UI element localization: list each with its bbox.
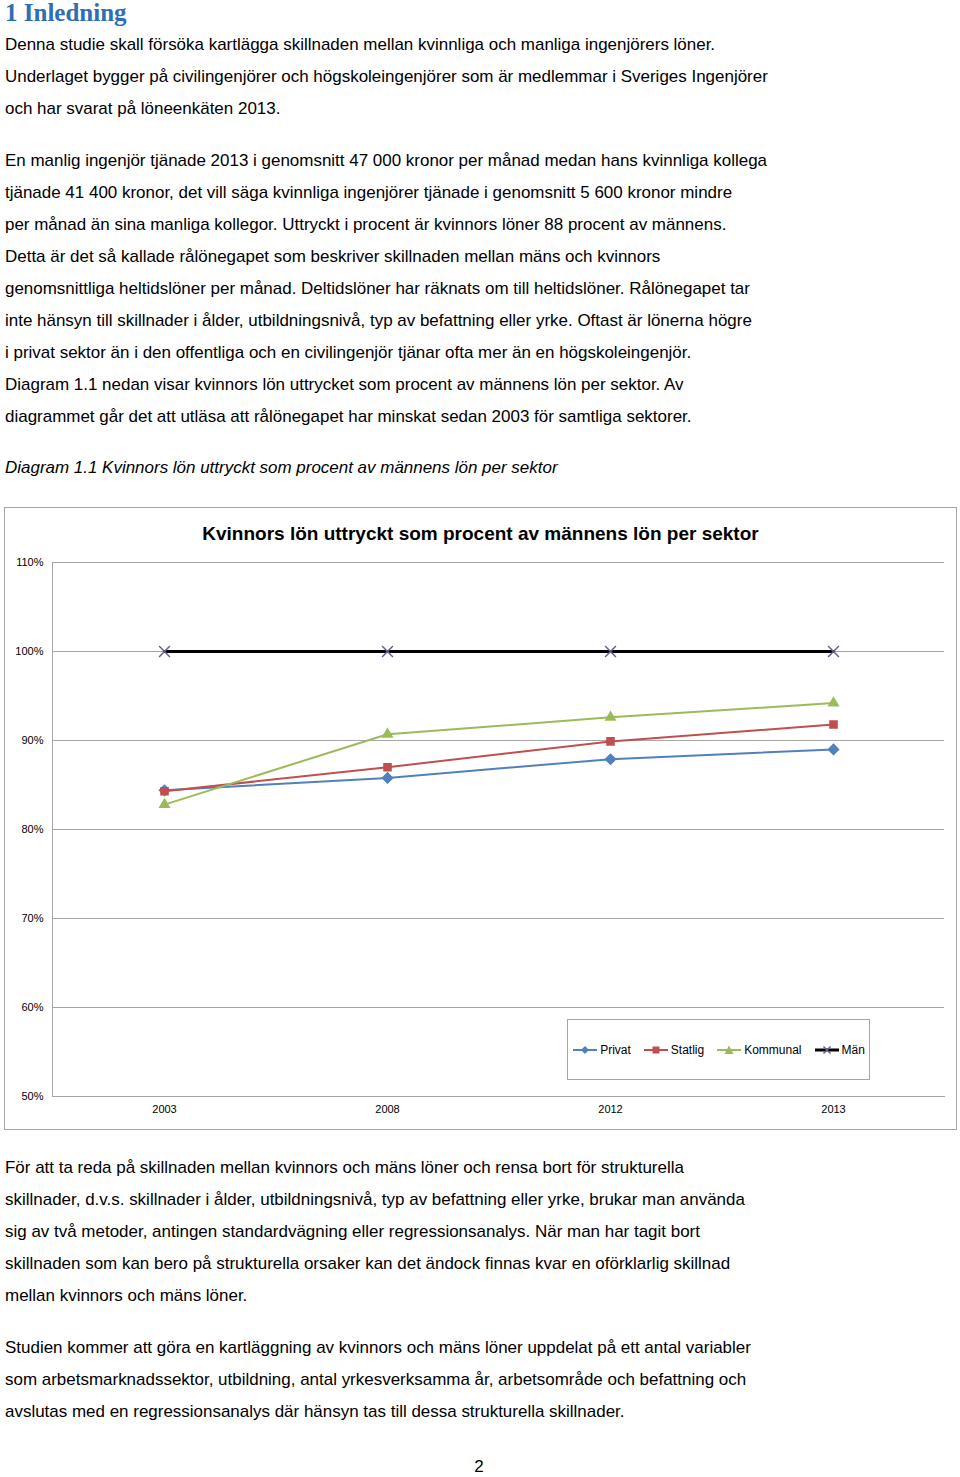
html-text:2: 2 [474,1457,484,1476]
html-text:Denna studie skall försöka kar: Denna studie skall försöka kartlägga ski… [5,35,716,54]
html-text:som arbetsmarknadssektor, utbi: som arbetsmarknadssektor, utbildning, an… [5,1370,747,1389]
html-text:Kommunal: Kommunal [744,1042,802,1057]
html-text:och har svarat på löneenkäten: och har svarat på löneenkäten 2013. [5,99,281,118]
html-text:mellan kvinnors och mäns löner: mellan kvinnors och mäns löner. [5,1286,248,1305]
svg-text:2013: 2013 [821,1103,845,1115]
html-text:Detta är det så kallade rålöne: Detta är det så kallade rålönegapet som … [5,247,661,266]
svg-text:50%: 50% [21,1090,43,1102]
svg-text:60%: 60% [21,1001,43,1013]
html-text:Män: Män [841,1042,865,1057]
html-text:Underlaget bygger på civilinge: Underlaget bygger på civilingenjörer och… [5,67,768,86]
html-text:Privat: Privat [600,1042,631,1057]
svg-text:2008: 2008 [375,1103,399,1115]
html-text:För att ta reda på skillnaden: För att ta reda på skillnaden mellan kvi… [5,1158,684,1177]
svg-text:80%: 80% [21,823,43,835]
html-text:En manlig ingenjör tjänade 201: En manlig ingenjör tjänade 2013 i genoms… [5,151,767,170]
html-text:Diagram 1.1 nedan visar kvinno: Diagram 1.1 nedan visar kvinnors lön utt… [5,375,684,394]
html-text:Studien kommer att göra en kar: Studien kommer att göra en kartläggning … [5,1338,751,1357]
html-text:avslutas med en regressionsana: avslutas med en regressionsanalys där hä… [5,1402,625,1421]
svg-text:2012: 2012 [598,1103,622,1115]
html-text:diagrammet går det att utläsa: diagrammet går det att utläsa att rålöne… [5,407,692,426]
html-text:i privat sektor än i den offen: i privat sektor än i den offentliga och … [5,343,692,362]
html-text:inte hänsyn till skillnader i: inte hänsyn till skillnader i ålder, utb… [5,311,752,330]
html-text:genomsnittliga heltidslöner pe: genomsnittliga heltidslöner per månad. D… [5,279,750,298]
html-text:tjänade 41 400 kronor, det vil: tjänade 41 400 kronor, det vill säga kvi… [5,183,733,202]
html-text:Kvinnors lön uttryckt som proc: Kvinnors lön uttryckt som procent av män… [202,523,759,544]
html-text:skillnaden som kan bero på str: skillnaden som kan bero på strukturella … [5,1254,731,1273]
html-text:1 Inledning: 1 Inledning [5,0,127,26]
html-text:Diagram 1.1 Kvinnors lön uttry: Diagram 1.1 Kvinnors lön uttryckt som pr… [5,458,558,477]
svg-text:2003: 2003 [152,1103,176,1115]
svg-text:70%: 70% [21,912,43,924]
html-text:skillnader, d.v.s. skillnader: skillnader, d.v.s. skillnader i ålder, u… [5,1190,745,1209]
svg-text:100%: 100% [15,645,43,657]
svg-text:110%: 110% [16,556,44,568]
svg-text:90%: 90% [21,734,43,746]
html-text:per månad än sina manliga koll: per månad än sina manliga kollegor. Uttr… [5,215,727,234]
html-text:sig av två metoder, antingen s: sig av två metoder, antingen standardväg… [5,1222,700,1241]
html-text:Statlig: Statlig [670,1042,705,1057]
